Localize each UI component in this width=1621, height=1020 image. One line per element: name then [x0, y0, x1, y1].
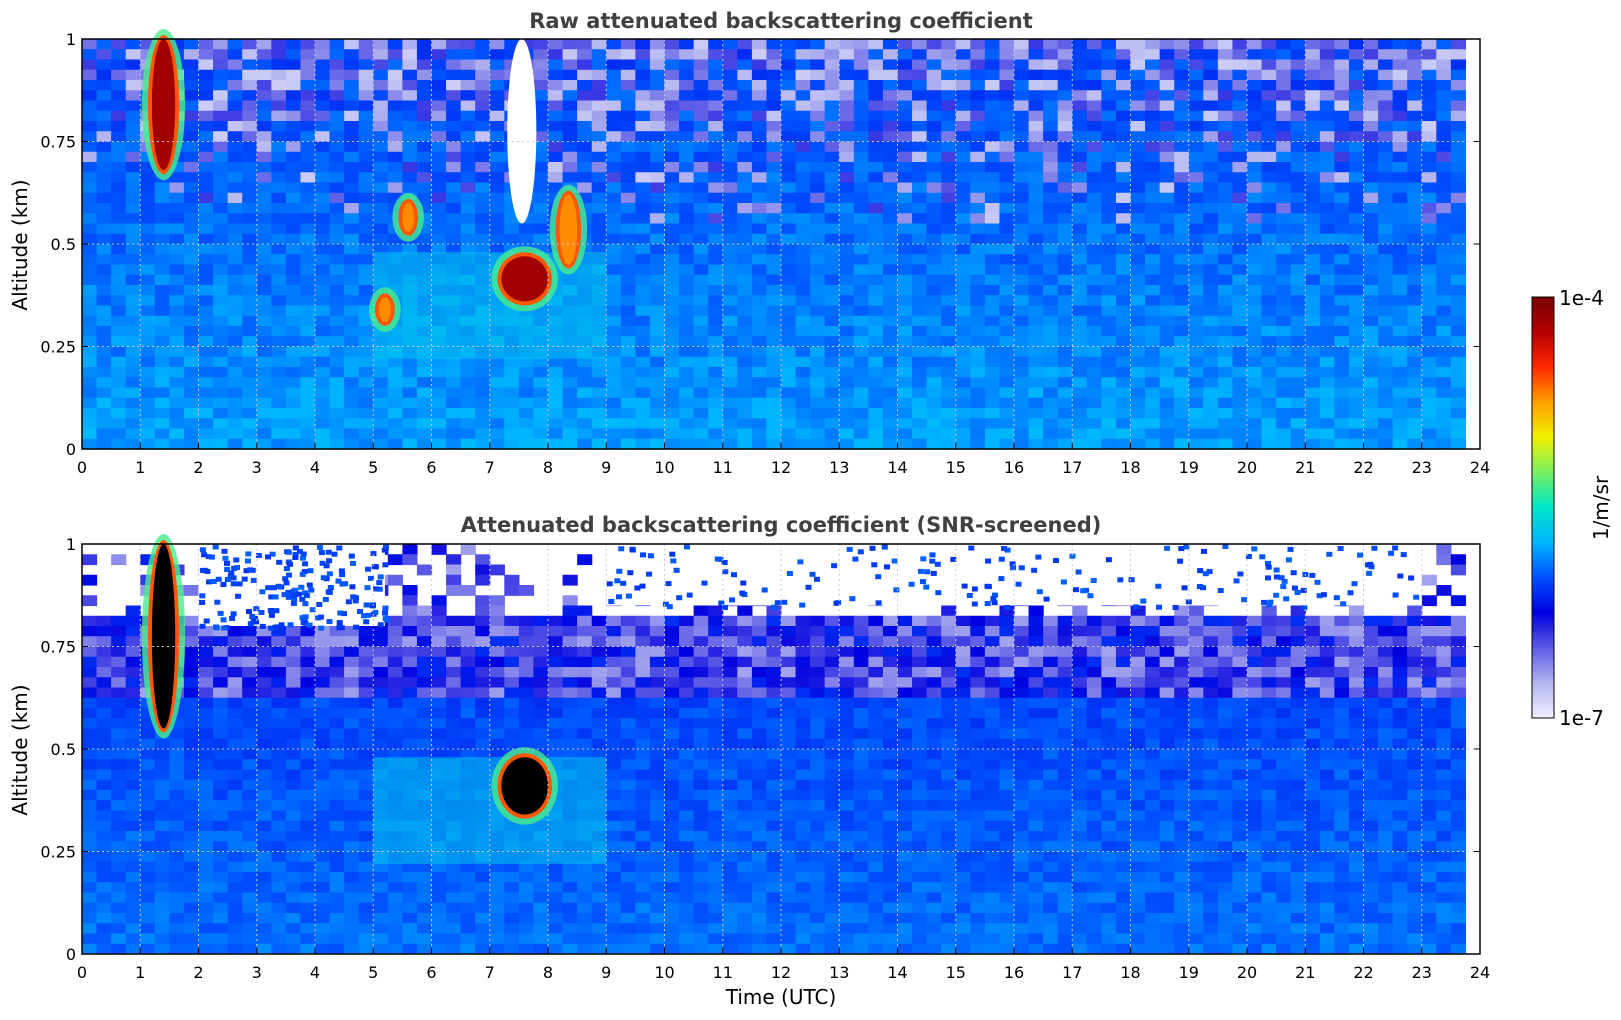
x-tick-label: 15	[946, 458, 966, 477]
x-tick-label: 8	[543, 963, 553, 982]
x-tick-label: 24	[1470, 458, 1490, 477]
x-tick-label: 19	[1179, 963, 1199, 982]
plume-core	[151, 544, 176, 729]
x-tick-label: 2	[193, 963, 203, 982]
bottom-panel-title: Attenuated backscattering coefficient (S…	[461, 513, 1102, 537]
x-tick-label: 18	[1120, 458, 1140, 477]
x-tick-label: 13	[829, 963, 849, 982]
colorbar-min-label: 1e-7	[1559, 706, 1604, 730]
bottom-panel-y-axis-label: Altitude (km)	[8, 684, 32, 815]
colorbar-gradient	[1531, 296, 1555, 719]
x-tick-label: 17	[1062, 963, 1082, 982]
bottom-panel-y-ticks: 0 0.25 0.5 0.75 1	[40, 535, 1480, 964]
x-tick-label: 19	[1179, 458, 1199, 477]
x-tick-label: 8	[543, 458, 553, 477]
x-tick-label: 10	[654, 458, 674, 477]
top-panel-grid	[82, 39, 1480, 449]
y-tick-label: 1	[66, 535, 76, 554]
x-tick-label: 6	[426, 458, 436, 477]
x-tick-label: 10	[654, 963, 674, 982]
x-axis-label: Time (UTC)	[725, 985, 837, 1009]
x-tick-label: 12	[771, 458, 791, 477]
y-tick-label: 0.75	[40, 133, 76, 152]
x-tick-label: 11	[713, 963, 733, 982]
colorbar-unit-label: 1/m/sr	[1589, 475, 1613, 540]
x-tick-label: 15	[946, 963, 966, 982]
x-tick-label: 12	[771, 963, 791, 982]
x-tick-label: 18	[1120, 963, 1140, 982]
top-panel-title: Raw attenuated backscattering coefficien…	[529, 9, 1033, 33]
x-tick-label: 14	[887, 963, 907, 982]
x-tick-label: 4	[310, 458, 320, 477]
top-panel-features	[141, 29, 588, 332]
x-tick-label: 24	[1470, 963, 1490, 982]
x-tick-label: 6	[426, 963, 436, 982]
colorbar: 1e-4 1e-7 1/m/sr	[1531, 286, 1613, 730]
x-tick-label: 0	[77, 458, 87, 477]
y-tick-label: 0.25	[40, 338, 76, 357]
x-tick-label: 14	[887, 458, 907, 477]
x-tick-label: 16	[1004, 458, 1024, 477]
no-signal-gap	[507, 39, 537, 224]
x-tick-label: 3	[252, 458, 262, 477]
y-tick-label: 0	[66, 440, 76, 459]
y-tick-label: 0	[66, 945, 76, 964]
x-tick-label: 23	[1412, 458, 1432, 477]
plume-core	[151, 39, 176, 171]
top-panel-y-axis-label: Altitude (km)	[8, 179, 32, 310]
x-tick-label: 22	[1353, 458, 1373, 477]
x-tick-label: 5	[368, 963, 378, 982]
colorbar-max-label: 1e-4	[1559, 286, 1604, 310]
x-tick-label: 23	[1412, 963, 1432, 982]
cloud-core	[559, 194, 578, 265]
x-tick-label: 17	[1062, 458, 1082, 477]
x-tick-label: 1	[135, 963, 145, 982]
x-tick-label: 22	[1353, 963, 1373, 982]
x-tick-label: 20	[1237, 963, 1257, 982]
x-tick-label: 1	[135, 458, 145, 477]
x-tick-label: 9	[601, 458, 611, 477]
y-tick-label: 0.75	[40, 638, 76, 657]
bottom-panel-grid	[82, 544, 1480, 954]
cloud-core	[402, 203, 415, 232]
bottom-panel: Attenuated backscattering coefficient (S…	[8, 513, 1490, 1009]
x-tick-label: 7	[485, 963, 495, 982]
cloud-core	[501, 757, 548, 815]
cloud-core	[501, 256, 548, 302]
x-tick-label: 2	[193, 458, 203, 477]
cloud-core	[379, 297, 391, 322]
bottom-panel-x-ticks: 0 1 2 3 4 5 6 7 8 9 10 11 12 13 14 15 16 17 18 19 20 21 22 23 24	[77, 948, 1490, 982]
x-tick-label: 21	[1295, 458, 1315, 477]
top-panel: Raw attenuated backscattering coefficien…	[8, 9, 1490, 477]
x-tick-label: 0	[77, 963, 87, 982]
y-tick-label: 0.5	[51, 740, 76, 759]
x-tick-label: 3	[252, 963, 262, 982]
x-tick-label: 4	[310, 963, 320, 982]
x-tick-label: 16	[1004, 963, 1024, 982]
x-tick-label: 21	[1295, 963, 1315, 982]
x-tick-label: 13	[829, 458, 849, 477]
x-tick-label: 20	[1237, 458, 1257, 477]
x-tick-label: 11	[713, 458, 733, 477]
x-tick-label: 5	[368, 458, 378, 477]
top-panel-y-ticks: 0 0.25 0.5 0.75 1	[40, 30, 1480, 459]
x-tick-label: 7	[485, 458, 495, 477]
y-tick-label: 0.5	[51, 235, 76, 254]
y-tick-label: 0.25	[40, 843, 76, 862]
top-panel-x-ticks: 0 1 2 3 4 5 6 7 8 9 10 11 12 13 14 15 16 17 18 19 20 21 22 23 24	[77, 443, 1490, 477]
x-tick-label: 9	[601, 963, 611, 982]
y-tick-label: 1	[66, 30, 76, 49]
